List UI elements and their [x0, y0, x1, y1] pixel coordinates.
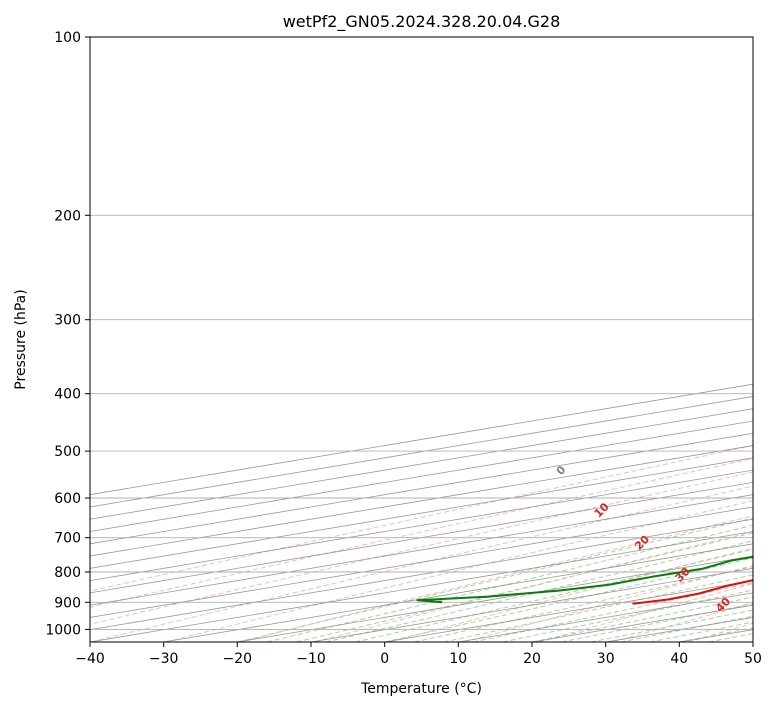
chart-title: wetPf2_GN05.2024.328.20.04.G28 [283, 12, 561, 32]
x-tick-label: −10 [296, 651, 326, 667]
y-tick-label: 500 [54, 444, 81, 460]
isotherm-line [90, 432, 753, 545]
x-tick-label: −40 [75, 651, 105, 667]
x-tick-label: −30 [149, 651, 179, 667]
isotherm-line [90, 445, 753, 557]
moist-adiabat-line [531, 596, 753, 642]
dry-adiabat-line [90, 471, 753, 625]
y-axis-label: Pressure (hPa) [13, 289, 29, 389]
x-tick-label: 0 [380, 651, 389, 667]
y-tick-label: 300 [54, 313, 81, 329]
x-tick-label: 50 [744, 651, 762, 667]
y-tick-label: 400 [54, 387, 81, 403]
x-tick-label: 10 [449, 651, 467, 667]
x-axis-label: Temperature (°C) [360, 681, 482, 697]
pressure-gridlines [90, 37, 753, 630]
dry-adiabat-line [314, 531, 753, 642]
moist-adiabat-line [413, 565, 753, 642]
dry-adiabat-line [239, 515, 753, 642]
isotherm-line [90, 518, 753, 631]
isotherm-line [90, 531, 753, 642]
moist-adiabat-line [237, 517, 753, 642]
isotherm-line [90, 469, 753, 582]
isotherm-line [90, 457, 753, 569]
y-tick-label: 200 [54, 208, 81, 224]
x-tick-label: 20 [523, 651, 541, 667]
x-tick-label: −20 [223, 651, 253, 667]
isotherms [90, 383, 753, 642]
plot-area: 0.10.20.40.611.52346810131620253036-100-… [90, 37, 753, 642]
isotherm-line [90, 494, 753, 606]
moist-adiabat-line [325, 540, 753, 642]
dry-adiabats [90, 444, 753, 642]
isotherm-line [90, 481, 753, 594]
y-tick-label: 900 [54, 595, 81, 611]
y-axis-ticks: 100 200 300 400 500 600 700 800 900 1000 [45, 30, 90, 638]
y-tick-label: 100 [54, 30, 81, 46]
x-axis-ticks: −40 −30 −20 −10 0 10 20 30 40 50 [75, 642, 762, 667]
isotherm-line [90, 506, 753, 618]
y-tick-label: 1000 [45, 622, 81, 638]
y-tick-label: 700 [54, 531, 81, 547]
dry-adiabat-line [90, 444, 753, 592]
moist-adiabat-line [355, 548, 753, 642]
x-tick-label: 40 [670, 651, 688, 667]
y-tick-label: 600 [54, 491, 81, 507]
dry-adiabat-line [90, 458, 753, 608]
x-tick-label: 30 [597, 651, 615, 667]
moist-adiabat-line [472, 582, 753, 642]
y-tick-label: 800 [54, 565, 81, 581]
plot-frame [89, 36, 754, 643]
dry-adiabat-line [165, 500, 753, 642]
dry-adiabat-line [90, 485, 753, 642]
